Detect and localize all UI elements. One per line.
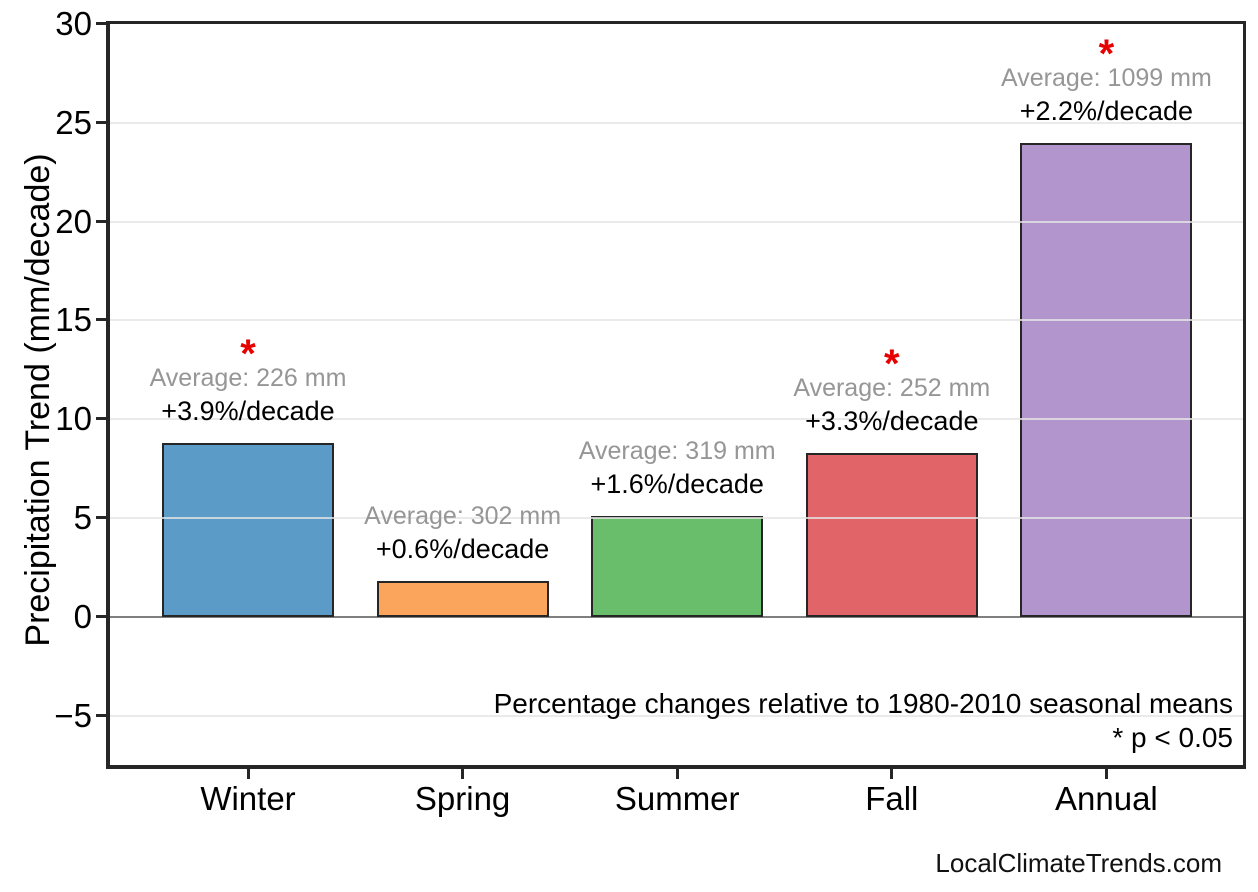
gridline-15 (110, 319, 1243, 322)
chart-note: Percentage changes relative to 1980-2010… (494, 687, 1233, 755)
bar-trend-label: +3.3%/decade (805, 405, 979, 436)
x-tick-mark (246, 769, 250, 779)
y-tick-label-30: 30 (55, 5, 92, 42)
bar-winter (162, 442, 334, 617)
y-tick-label-0: 0 (73, 597, 92, 635)
bar-trend-label: +2.2%/decade (1019, 95, 1194, 126)
bar-average-label: Average: 1099 mm (1001, 63, 1212, 92)
bar-fall (805, 452, 978, 617)
significance-asterisk: * (1098, 31, 1115, 76)
y-tick-mark (96, 516, 106, 519)
gridline-5 (110, 517, 1243, 519)
x-tick-label-fall: Fall (865, 780, 919, 817)
x-tick-label-annual: Annual (1055, 780, 1158, 817)
bar-average-label: Average: 319 mm (578, 437, 776, 466)
plot-area: Percentage changes relative to 1980-2010… (106, 21, 1246, 769)
bar-trend-label: +1.6%/decade (590, 469, 764, 500)
y-tick-label-5: 5 (73, 499, 92, 536)
significance-asterisk: * (884, 341, 900, 386)
significance-asterisk: * (240, 331, 256, 376)
x-tick-label-winter: Winter (200, 780, 296, 817)
bar-summer (591, 516, 764, 617)
x-tick-mark (461, 769, 465, 779)
x-tick-label-spring: Spring (414, 780, 511, 817)
y-tick-mark (96, 318, 106, 322)
x-tick-mark (890, 769, 894, 779)
bar-average-label: Average: 226 mm (149, 363, 347, 392)
y-tick-mark (96, 614, 106, 618)
y-tick-label-25: 25 (55, 103, 92, 141)
y-tick-label-15: 15 (55, 301, 92, 339)
x-tick-label-summer: Summer (614, 780, 740, 817)
chart-note-line2: * p < 0.05 (1112, 722, 1233, 753)
y-tick-label-20: 20 (55, 202, 92, 240)
y-tick-label--5: −5 (54, 696, 92, 734)
y-tick-mark (96, 22, 106, 25)
gridline-20 (110, 220, 1243, 223)
y-tick-mark (96, 713, 106, 717)
watermark: LocalClimateTrends.com (935, 848, 1222, 878)
chart-note-line1: Percentage changes relative to 1980-2010… (493, 688, 1233, 719)
gridline-10 (110, 418, 1243, 421)
y-tick-mark (96, 417, 106, 421)
x-tick-mark (675, 769, 679, 779)
x-tick-mark (1104, 769, 1108, 779)
bar-spring (376, 581, 549, 617)
y-tick-mark (96, 219, 106, 223)
bar-trend-label: +0.6%/decade (375, 534, 550, 565)
gridline--5 (110, 714, 1243, 717)
y-tick-label-10: 10 (55, 400, 92, 438)
y-tick-mark (96, 120, 106, 124)
bar-average-label: Average: 302 mm (364, 502, 562, 531)
bar-trend-label: +3.9%/decade (161, 395, 335, 426)
gridline-25 (110, 121, 1243, 124)
zero-line (110, 615, 1243, 618)
bar-average-label: Average: 252 mm (793, 373, 991, 402)
